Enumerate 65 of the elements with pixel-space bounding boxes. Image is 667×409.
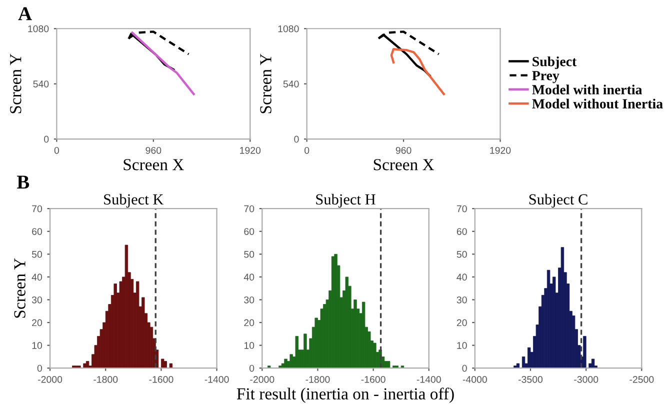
x-tick-label: -4000	[462, 376, 487, 383]
text: A	[18, 7, 32, 20]
legend-label: Model without Inertia	[532, 98, 663, 109]
x-tick-label: -1800	[94, 376, 118, 383]
line-series	[131, 32, 195, 96]
y-tick-label: 30	[244, 296, 254, 304]
x-tick-label: -1800	[306, 376, 330, 383]
x-tick-label: -2000	[38, 376, 62, 383]
x-axis-title: Screen X	[374, 159, 434, 170]
x-tick-label: -1600	[361, 376, 386, 383]
legend-label: Prey	[532, 71, 560, 84]
legend-label: Subject	[532, 56, 577, 70]
x-tick-label: -2000	[250, 376, 274, 383]
y-tick-label: 50	[456, 250, 467, 258]
chart-title: Subject K	[104, 194, 164, 208]
y-tick-label: 70	[244, 205, 254, 212]
y-tick-label: 30	[456, 296, 467, 304]
x-tick-label: -1400	[416, 376, 441, 383]
y-tick-label: 20	[244, 319, 254, 326]
y-axis-title: Screen Y	[260, 54, 272, 114]
x-tick-label: -1400	[204, 376, 229, 383]
x-tick-label: 960	[146, 146, 162, 154]
y-tick-label: 0	[294, 136, 299, 143]
y-tick-label: 40	[32, 274, 42, 281]
x-tick-label: 0	[54, 146, 60, 154]
y-tick-label: 30	[32, 296, 42, 304]
y-tick-label: 60	[32, 228, 42, 235]
chart-title: Subject C	[529, 194, 588, 208]
x-tick-label: 0	[304, 146, 310, 154]
y-tick-label: 10	[244, 342, 254, 349]
y-tick-label: 540	[283, 80, 299, 88]
y-tick-label: 20	[32, 319, 42, 326]
y-axis-title: Screen Y	[14, 258, 26, 318]
y-tick-label: 10	[457, 342, 467, 349]
y-tick-label: 0	[37, 364, 42, 372]
y-tick-label: 0	[44, 136, 49, 143]
x-tick-label: -3000	[574, 376, 598, 383]
y-tick-label: 40	[456, 274, 467, 281]
x-tick-label: -2500	[630, 376, 654, 383]
y-tick-label: 60	[244, 228, 254, 235]
legend-label: Model with inertia	[532, 84, 642, 94]
y-tick-label: 50	[32, 250, 42, 258]
y-tick-label: 70	[456, 205, 467, 212]
x-tick-label: -3500	[518, 376, 543, 383]
text: B	[16, 176, 30, 189]
y-tick-label: 1080	[28, 25, 49, 32]
y-tick-label: 60	[456, 228, 467, 235]
y-tick-label: 70	[32, 205, 42, 212]
x-tick-label: 960	[396, 146, 412, 154]
y-tick-label: 0	[462, 364, 467, 372]
y-tick-label: 540	[33, 80, 49, 88]
x-axis-title: Screen X	[124, 159, 184, 170]
y-tick-label: 40	[244, 274, 254, 281]
y-tick-label: 10	[32, 342, 42, 349]
y-tick-label: 1080	[278, 25, 299, 32]
chart-title: Subject H	[316, 194, 376, 208]
x-axis-title: Fit result (inertia on - inertia off)	[236, 388, 454, 403]
x-tick-label: -1600	[149, 376, 174, 383]
x-tick-label: 1920	[490, 146, 511, 154]
x-tick-label: 1920	[240, 146, 261, 154]
y-axis-title: Screen Y	[10, 54, 22, 114]
y-tick-label: 50	[244, 250, 254, 258]
line-series	[390, 48, 445, 96]
y-tick-label: 0	[249, 364, 254, 372]
y-tick-label: 20	[456, 319, 467, 326]
